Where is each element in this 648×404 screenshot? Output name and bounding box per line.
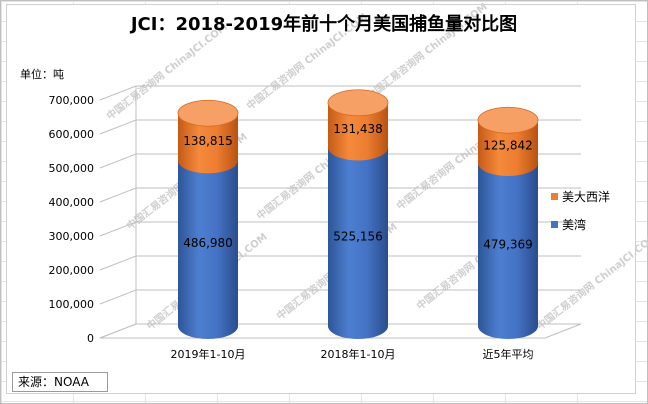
bar-segment-美湾 <box>478 163 538 339</box>
data-label: 486,980 <box>183 236 233 250</box>
legend-swatch <box>551 193 558 200</box>
y-tick-label: 500,000 <box>49 162 95 175</box>
bar-segment-美大西洋 <box>178 113 239 174</box>
unit-label: 单位：吨 <box>20 67 64 81</box>
x-tick-label: 2018年1-10月 <box>321 347 396 361</box>
gridline-side <box>99 187 137 203</box>
gridline-side <box>99 255 137 271</box>
y-tick-label: 700,000 <box>49 94 95 107</box>
y-tick-label: 600,000 <box>49 128 95 141</box>
legend-label: 美湾 <box>562 217 586 232</box>
bar-segment-美大西洋 <box>478 120 538 177</box>
bar-segment-美湾 <box>328 147 388 339</box>
y-tick-label: 400,000 <box>49 196 95 209</box>
bar-segment-美大西洋 <box>328 102 388 161</box>
x-tick-label: 近5年平均 <box>483 347 534 361</box>
data-label: 131,438 <box>333 122 383 136</box>
data-label: 479,369 <box>483 238 533 252</box>
chart-title: JCI：2018-2019年前十个月美国捕鱼量对比图 <box>129 13 517 35</box>
cylinder-bar: 486,980 138,815 <box>177 99 239 339</box>
cylinder-bar: 479,369 125,842 <box>477 106 539 339</box>
y-tick-label: 300,000 <box>49 230 95 243</box>
bars: 486,980 138,815 525,156 131,438 479,369 125,8… <box>177 89 539 339</box>
x-tick-label: 2019年1-10月 <box>171 347 246 361</box>
data-label: 525,156 <box>333 230 383 244</box>
y-tick-label: 0 <box>87 332 94 345</box>
y-tick-label: 100,000 <box>49 298 95 311</box>
y-tick-label: 200,000 <box>49 264 95 277</box>
data-label: 125,842 <box>483 139 533 153</box>
data-label: 138,815 <box>183 134 233 148</box>
x-axis: 2019年1-10月 2018年1-10月 近5年平均 <box>171 347 534 361</box>
source-label: 来源：NOAA <box>12 372 108 392</box>
bar-top-cap <box>477 106 539 134</box>
gridline-side <box>99 119 137 135</box>
legend-label: 美大西洋 <box>562 189 610 204</box>
y-axis: 0 100,000 200,000 300,000 400,000 500,000 600,… <box>49 94 95 345</box>
gridline-side <box>99 221 137 237</box>
gridline-side <box>99 85 137 101</box>
legend-swatch <box>551 221 558 228</box>
bar-top-cap <box>177 99 239 127</box>
chart-floor <box>99 323 582 339</box>
watermark-text: 中国汇易咨询网 ChinaJCI.COM <box>534 230 648 332</box>
bar-top-cap <box>327 89 389 117</box>
cylinder-bar: 525,156 131,438 <box>327 89 389 339</box>
gridline-side <box>99 153 137 169</box>
bar-segment-美湾 <box>178 160 238 339</box>
gridline-side <box>99 289 137 305</box>
